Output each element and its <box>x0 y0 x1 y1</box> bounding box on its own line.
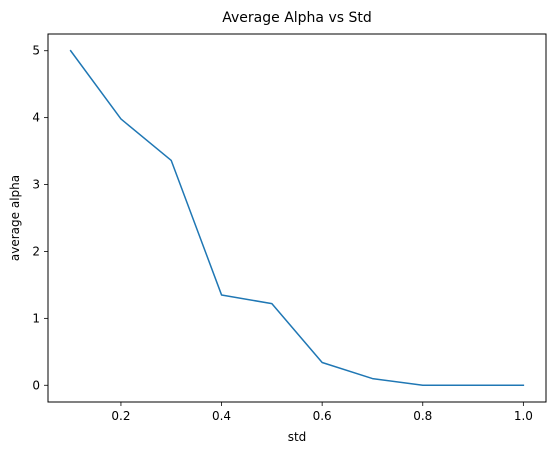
x-axis-label: std <box>288 430 307 444</box>
y-tick-label: 2 <box>32 244 40 258</box>
x-tick-label: 1.0 <box>514 409 533 423</box>
x-tick-label: 0.6 <box>313 409 332 423</box>
chart-title: Average Alpha vs Std <box>222 10 372 26</box>
y-tick-label: 0 <box>32 378 40 392</box>
y-axis-label: average alpha <box>8 175 22 261</box>
x-tick-label: 0.2 <box>111 409 130 423</box>
series-line-0 <box>69 49 525 387</box>
x-tick-label: 0.8 <box>413 409 432 423</box>
y-tick-label: 4 <box>32 111 40 125</box>
plot-frame <box>47 33 547 403</box>
x-tick-label: 0.4 <box>212 409 231 423</box>
y-tick-label: 5 <box>32 44 40 58</box>
y-tick-label: 3 <box>32 178 40 192</box>
y-tick-label: 1 <box>32 311 40 325</box>
